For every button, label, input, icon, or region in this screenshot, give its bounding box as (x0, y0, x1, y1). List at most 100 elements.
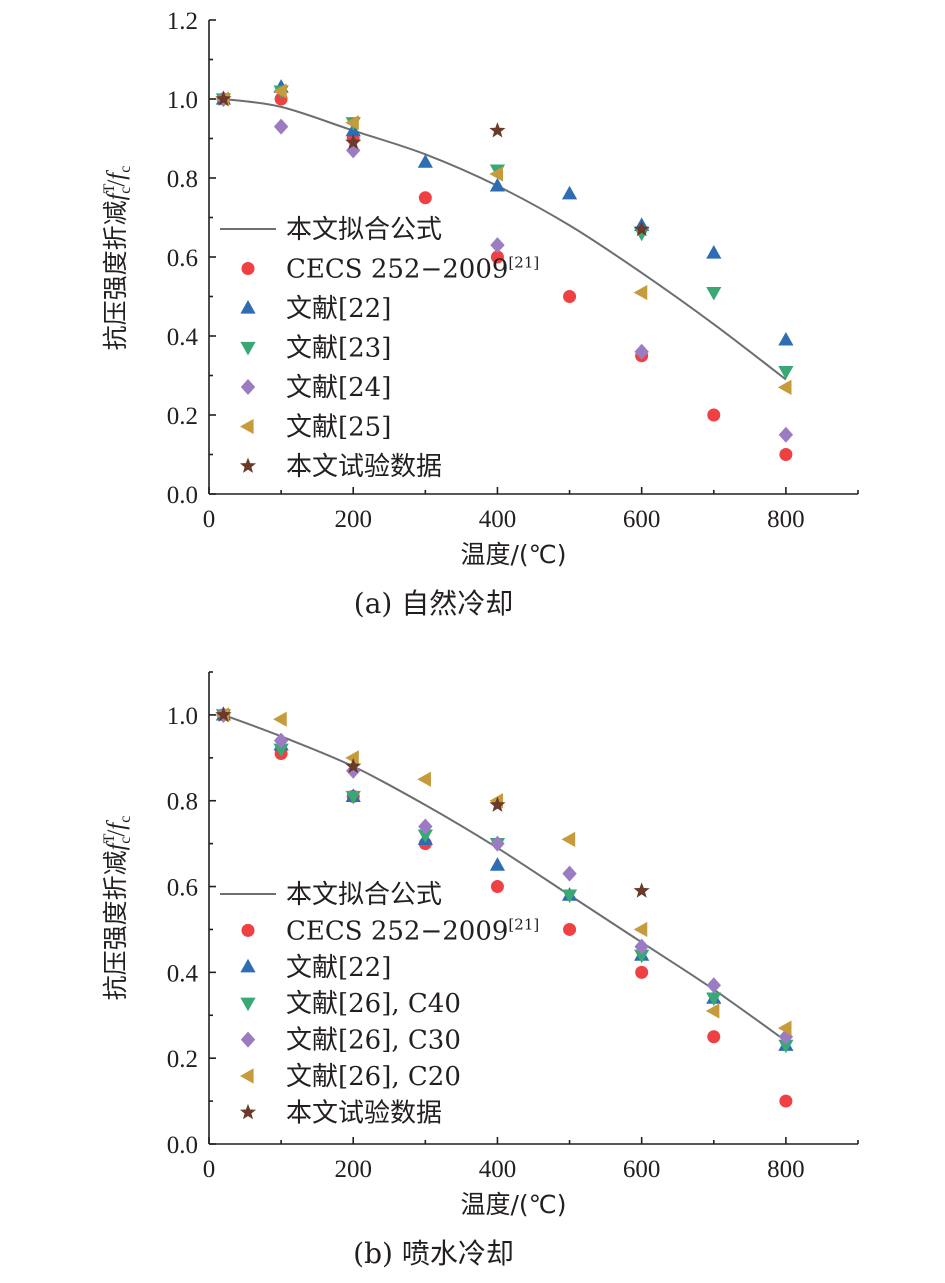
data-point-diamond (778, 426, 794, 443)
data-point-star (489, 796, 506, 812)
data-point-triangle-left (273, 711, 287, 727)
y-axis-label: 抗压强度折减fTc/fc (101, 166, 134, 351)
legend-item: 本文试验数据 (239, 1098, 442, 1128)
data-points-layer (215, 706, 794, 1108)
data-points-layer (215, 79, 794, 461)
legend-item: 文献[22] (240, 294, 391, 324)
x-tick-label: 600 (623, 1156, 661, 1183)
data-point-triangle-left (561, 831, 576, 847)
legend-marker-triangle-up (240, 958, 256, 973)
data-point-circle (779, 1094, 793, 1108)
legend-label: 文献[24] (286, 373, 391, 403)
data-point-star (633, 220, 650, 237)
legend-item: 文献[23] (240, 334, 391, 364)
legend-label: 本文试验数据 (286, 452, 442, 482)
data-point-diamond (418, 818, 433, 835)
data-point-circle (779, 448, 793, 461)
legend-label: 本文拟合公式 (286, 215, 442, 245)
data-point-circle (635, 965, 649, 979)
data-point-diamond (273, 118, 289, 135)
data-point-triangle-left (633, 921, 648, 938)
legend-label: CECS 252−2009[21] (286, 915, 539, 946)
fit-curve-layer (223, 713, 787, 1042)
legend-marker-circle (241, 923, 255, 937)
tick-labels: 0.0 0.2 0.4 0.6 0.8 1.0 1.2 0 200 400 600 800 (167, 8, 805, 533)
legend-item: 文献[25] (240, 413, 391, 443)
y-tick-label: 0.4 (167, 960, 199, 987)
legend-marker-circle (241, 262, 255, 275)
y-tick-label: 0.0 (167, 482, 198, 509)
legend-label: 文献[26], C40 (286, 989, 461, 1019)
data-point-triangle-left (777, 1020, 792, 1036)
y-tick-label: 1.2 (167, 8, 198, 35)
data-point-triangle-up (489, 857, 506, 871)
data-point-triangle-down (634, 227, 650, 242)
data-point-star (215, 90, 232, 106)
data-point-diamond (634, 938, 649, 955)
y-axis-label-main: 抗压强度折减 (101, 850, 130, 1000)
data-point-triangle-up (417, 154, 433, 168)
x-tick-label: 400 (479, 506, 517, 533)
legend-label: 本文拟合公式 (286, 880, 442, 910)
data-point-diamond (706, 977, 721, 994)
y-tick-label: 0.6 (167, 245, 198, 272)
legend-marker-star (239, 1103, 257, 1120)
legend-marker-triangle-left (240, 1068, 254, 1084)
x-tick-label: 800 (767, 1156, 805, 1183)
x-tick-label: 800 (767, 506, 805, 533)
legend-item: 文献[26], C20 (240, 1062, 461, 1092)
data-point-triangle-down (273, 743, 289, 758)
data-point-star (489, 122, 506, 138)
x-axis-label: 温度/(℃) (460, 1190, 566, 1219)
legend-item: 文献[22] (240, 953, 391, 983)
y-tick-label: 0.2 (167, 403, 198, 430)
legend-item: 文献[26], C40 (240, 989, 461, 1019)
data-point-diamond (490, 835, 505, 852)
tick-labels: 0.0 0.2 0.4 0.6 0.8 1.0 0 200 400 600 800 (167, 703, 805, 1183)
data-point-circle (707, 1030, 721, 1044)
data-point-diamond (562, 865, 577, 882)
data-point-circle (707, 408, 721, 422)
legend-item: 本文拟合公式 (220, 215, 442, 245)
fit-curve (223, 98, 787, 381)
data-point-triangle-down (417, 829, 433, 844)
data-point-triangle-left (705, 1003, 720, 1019)
data-point-triangle-down (706, 286, 722, 301)
data-point-diamond (634, 343, 649, 360)
legend-label: 文献[22] (286, 294, 391, 324)
data-point-triangle-down (561, 889, 578, 904)
axes (208, 19, 859, 495)
legend-marker-triangle-down (240, 997, 256, 1012)
y-tick-label: 0.0 (167, 1132, 198, 1159)
legend-marker-triangle-left (240, 418, 254, 435)
data-point-triangle-up (706, 245, 722, 259)
y-tick-label: 0.8 (167, 166, 198, 193)
legend-label: 文献[25] (286, 413, 391, 443)
data-point-triangle-down (345, 790, 361, 805)
data-point-triangle-left (633, 284, 648, 301)
legend-marker-star (239, 457, 257, 473)
legend-marker-diamond (240, 379, 256, 395)
x-axis-label: 温度/(℃) (460, 540, 566, 569)
fit-curve (223, 713, 787, 1042)
legend-item: 文献[26], C30 (240, 1026, 461, 1056)
x-tick-label: 600 (623, 506, 661, 533)
data-point-triangle-left (345, 750, 359, 766)
data-point-circle (490, 250, 504, 264)
legend-item: CECS 252−2009[21] (241, 915, 539, 946)
legend-label: 文献[26], C30 (286, 1026, 461, 1056)
legend-marker-triangle-up (240, 300, 256, 314)
axes (208, 671, 859, 1145)
data-point-triangle-down (778, 1039, 794, 1054)
panel-caption: (a) 自然冷却 (354, 587, 513, 620)
y-tick-label: 0.8 (167, 789, 198, 816)
panel-a: 0.0 0.2 0.4 0.6 0.8 1.0 1.2 0 200 400 600 800 抗压强度折… (101, 8, 859, 620)
x-tick-label: 200 (334, 506, 372, 533)
legend-label: 文献[23] (286, 334, 391, 364)
panel-b: 0.0 0.2 0.4 0.6 0.8 1.0 0 200 400 600 800 抗压强度折减fT… (101, 671, 859, 1270)
data-point-diamond (490, 237, 505, 254)
legend-item: 文献[24] (240, 373, 391, 403)
legend-label: 本文试验数据 (286, 1098, 442, 1128)
legend-item: 本文拟合公式 (220, 880, 442, 910)
